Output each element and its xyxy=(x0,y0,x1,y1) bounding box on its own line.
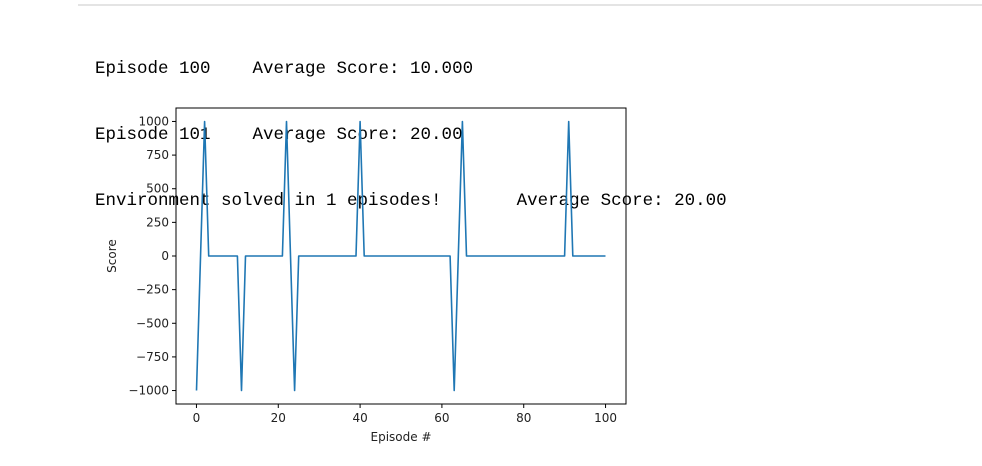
y-tick-label: 0 xyxy=(161,249,169,263)
y-tick-label: 500 xyxy=(146,182,169,196)
y-tick-label: −250 xyxy=(136,283,169,297)
output-line-2: Episode 101 Average Score: 20.00 xyxy=(95,124,727,146)
y-tick-label: 750 xyxy=(146,148,169,162)
x-tick-label: 60 xyxy=(434,411,449,425)
x-tick-label: 100 xyxy=(594,411,617,425)
y-axis-label: Score xyxy=(105,239,119,273)
x-tick-label: 80 xyxy=(516,411,531,425)
x-axis-label: Episode # xyxy=(371,430,432,444)
cell-divider xyxy=(78,4,982,6)
cell-output: Episode 100 Average Score: 10.000 Episode… xyxy=(95,14,727,234)
x-tick-label: 20 xyxy=(271,411,286,425)
average-score-text: Average Score: 20.00 xyxy=(252,125,463,145)
plot-frame xyxy=(175,107,627,405)
episode-text: Episode 100 xyxy=(95,59,211,79)
y-tick-label: −1000 xyxy=(128,384,169,398)
episode-text: Episode 101 xyxy=(95,125,211,145)
y-tick-label: 1000 xyxy=(138,114,169,128)
y-tick-label: −500 xyxy=(136,316,169,330)
solved-text: Environment solved in 1 episodes! xyxy=(95,191,442,211)
average-score-text: Average Score: 10.000 xyxy=(252,59,474,79)
output-line-1: Episode 100 Average Score: 10.000 xyxy=(95,58,727,80)
y-tick-label: −750 xyxy=(136,350,169,364)
y-tick-label: 250 xyxy=(146,215,169,229)
score-series-line xyxy=(195,120,606,392)
output-line-3: Environment solved in 1 episodes! Average… xyxy=(95,190,727,212)
x-tick-label: 0 xyxy=(193,411,201,425)
tick-layer: 0 20 40 60 80 100 1000 750 500 250 0 −250 −500 −750 −1… xyxy=(128,114,617,425)
x-tick-label: 40 xyxy=(352,411,367,425)
